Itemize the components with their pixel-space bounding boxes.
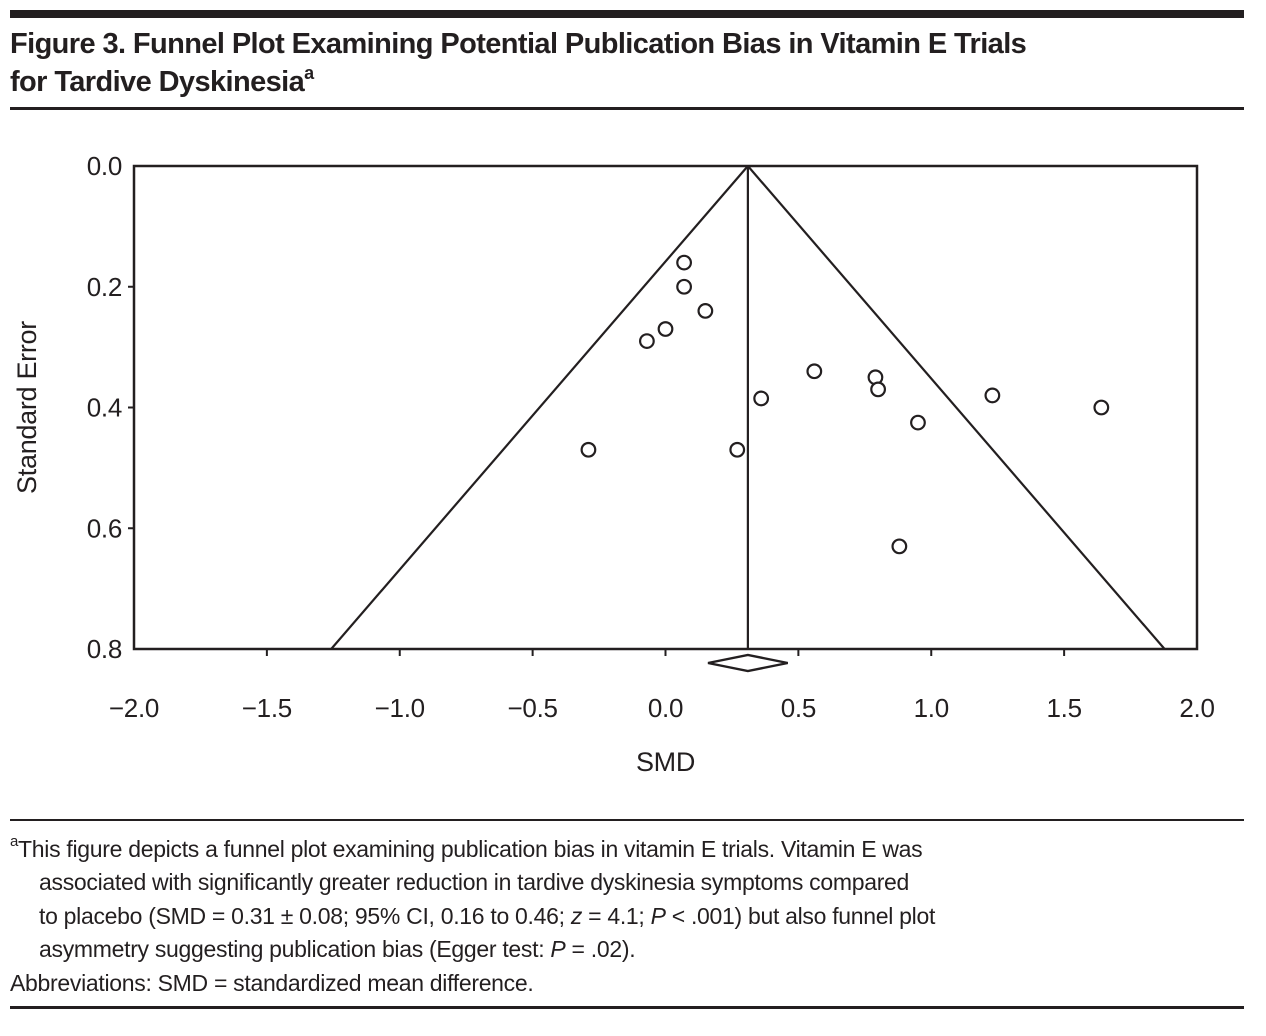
x-axis-tick-label: −2.0 [109,693,159,723]
y-axis-tick-label: 0.6 [87,513,122,543]
figure-title-line2: for Tardive Dyskinesia [10,66,305,98]
x-axis-tick-label: 0.5 [781,693,816,723]
figure-title-superscript: a [304,63,314,84]
x-axis-tick-label: −0.5 [508,693,558,723]
data-point [753,390,770,407]
figure-title: Figure 3. Funnel Plot Examining Potentia… [10,25,1256,101]
y-axis-tick-label: 0.2 [87,272,122,302]
footnote-text: < .001) but also funnel plot [665,902,936,929]
x-axis-title: SMD [636,747,695,777]
data-point [676,278,693,295]
data-point [984,387,1001,404]
footnote-abbreviations: Abbreviations: SMD = standardized mean d… [10,967,1260,1000]
y-axis-tick-label: 0.4 [87,393,122,423]
bottom-rule [10,1006,1244,1009]
x-axis-tick-label: 2.0 [1179,693,1214,723]
y-axis-tick-label: 0.8 [87,634,122,664]
figure-footnote: aThis figure depicts a funnel plot exami… [10,833,1260,1000]
footnote-line-3: to placebo (SMD = 0.31 ± 0.08; 95% CI, 0… [10,900,1260,933]
funnel-left-boundary-line [330,165,749,650]
footnote-line-1: aThis figure depicts a funnel plot exami… [10,833,1260,866]
x-axis-tick-label: 0.0 [648,693,683,723]
data-point [806,363,823,380]
figure-title-line1: Figure 3. Funnel Plot Examining Potentia… [10,28,1027,60]
footnote-text: asymmetry suggesting publication bias (E… [39,936,551,963]
data-point [697,303,714,319]
x-axis-tick-label: 1.5 [1047,693,1082,723]
funnel-right-boundary-line [747,165,1166,650]
data-point [729,441,746,458]
footnote-marker: a [10,833,19,851]
funnel-plot-svg: −2.0 −1.5 −1.0 −0.5 0.0 0.5 1.0 1.5 2.0 0.0 0.2 0.4… [12,151,1215,777]
stat-p-symbol: P [550,936,566,963]
stat-p-symbol: P [650,902,666,929]
top-bar [10,10,1244,18]
footnote-text: = .02). [565,936,636,963]
y-axis-tick-label: 0.0 [87,151,122,181]
y-axis-title: Standard Error [12,321,42,494]
footnote-text: = 4.1; [582,902,651,929]
data-point [870,381,886,398]
data-point [1093,399,1110,416]
data-point [676,254,693,271]
footnote-text: This figure depicts a funnel plot examin… [18,836,923,862]
footnote-divider-rule [10,819,1244,821]
pooled-estimate-diamond [707,653,788,673]
footnote-text: to placebo (SMD = 0.31 ± 0.08; 95% CI, 0… [39,902,571,929]
title-divider-rule [10,107,1244,110]
data-point [638,333,655,349]
x-axis-tick-label: −1.0 [375,693,425,723]
data-point [657,321,674,337]
x-axis-tick-label: −1.5 [242,693,292,723]
footnote-line-4: asymmetry suggesting publication bias (E… [10,933,1260,966]
figure-title-line2-wrap: for Tardive Dyskinesiaa [10,63,1256,101]
x-axis-tick-label: 1.0 [914,693,949,723]
plot-border [132,164,1199,651]
footnote-text: associated with significantly greater re… [39,869,910,896]
footnote-text: Abbreviations: SMD = standardized mean d… [10,969,534,996]
data-point [910,414,926,431]
data-point [580,441,597,458]
data-point [891,538,908,555]
footnote-line-2: associated with significantly greater re… [10,866,1260,899]
stat-z-symbol: z [570,902,583,929]
